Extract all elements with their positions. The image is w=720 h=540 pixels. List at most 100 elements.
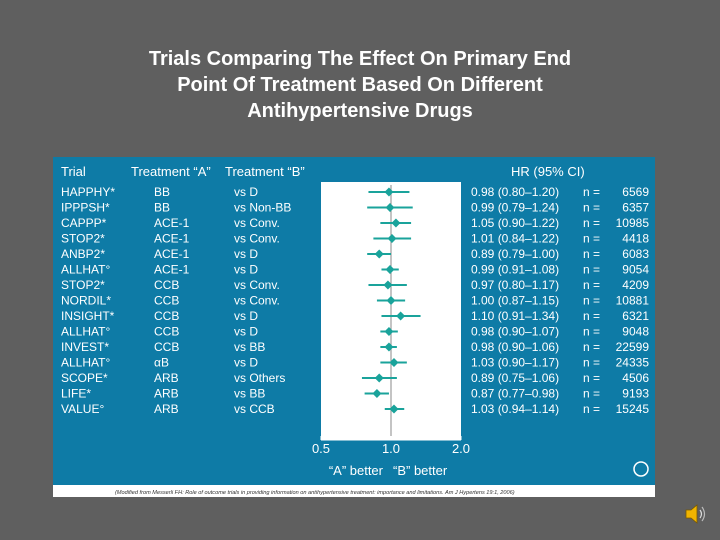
hr-marker <box>387 234 397 243</box>
trial-label: STOP2* <box>61 232 105 246</box>
treatment-b-label: vs BB <box>234 340 265 354</box>
hr-ci-label: 1.01 (0.84–1.22) <box>471 232 559 246</box>
x-tick-label: 1.0 <box>382 441 400 456</box>
treatment-b-label: vs Conv. <box>234 278 280 292</box>
n-value: 4506 <box>622 371 649 385</box>
treatment-b-label: vs CCB <box>234 402 275 416</box>
hr-ci-label: 0.89 (0.79–1.00) <box>471 247 559 261</box>
n-value: 24335 <box>616 356 650 370</box>
trial-label: INVEST* <box>61 340 109 354</box>
trial-label: ALLHAT° <box>61 263 110 277</box>
n-value: 9048 <box>622 325 649 339</box>
n-prefix: n = <box>583 371 600 385</box>
title-line-2: Point Of Treatment Based On Different <box>177 74 543 96</box>
n-value: 6357 <box>622 201 649 215</box>
trial-label: ALLHAT° <box>61 325 110 339</box>
x-label-a-better: “A” better <box>329 463 384 478</box>
hr-marker <box>385 265 395 274</box>
trial-label: STOP2* <box>61 278 105 292</box>
hr-marker <box>391 218 401 228</box>
treatment-b-label: vs Conv. <box>234 294 280 308</box>
header-trial: Trial <box>61 164 86 179</box>
treatment-a-label: ARB <box>154 402 179 416</box>
hr-marker <box>396 311 406 321</box>
n-prefix: n = <box>583 185 600 199</box>
treatment-a-label: CCB <box>154 294 179 308</box>
hr-marker <box>383 280 393 290</box>
n-prefix: n = <box>583 402 600 416</box>
n-value: 22599 <box>616 340 650 354</box>
treatment-a-label: CCB <box>154 309 179 323</box>
x-tick-label: 2.0 <box>452 441 470 456</box>
title-line-3: Antihypertensive Drugs <box>247 100 473 122</box>
hr-ci-label: 1.03 (0.90–1.17) <box>471 356 559 370</box>
publisher-logo-icon <box>633 461 649 477</box>
trial-label: IPPPSH* <box>61 201 110 215</box>
hr-ci-label: 1.10 (0.91–1.34) <box>471 309 559 323</box>
n-prefix: n = <box>583 294 600 308</box>
forest-plot-panel: Trial Treatment “A” Treatment “B” HR (95% C… <box>53 157 655 497</box>
header-treatment-a: Treatment “A” <box>131 164 211 179</box>
n-value: 6321 <box>622 309 649 323</box>
trial-label: INSIGHT* <box>61 309 115 323</box>
n-value: 4418 <box>622 232 649 246</box>
trial-label: LIFE* <box>61 387 91 401</box>
hr-marker <box>372 389 382 398</box>
trial-label: CAPPP* <box>61 216 107 230</box>
hr-marker <box>386 296 396 305</box>
trial-label: NORDIL* <box>61 294 111 308</box>
trial-label: HAPPHY* <box>61 185 115 199</box>
treatment-a-label: BB <box>154 185 170 199</box>
treatment-a-label: ACE-1 <box>154 247 190 261</box>
trial-label: SCOPE* <box>61 371 108 385</box>
n-value: 15245 <box>616 402 650 416</box>
n-value: 9193 <box>622 387 649 401</box>
n-prefix: n = <box>583 356 600 370</box>
hr-marker <box>384 342 394 352</box>
hr-marker <box>374 249 384 259</box>
treatment-b-label: vs D <box>234 247 258 261</box>
hr-ci-label: 0.99 (0.79–1.24) <box>471 201 559 215</box>
x-label-b-better: “B” better <box>393 463 448 478</box>
n-prefix: n = <box>583 278 600 292</box>
treatment-b-label: vs BB <box>234 387 265 401</box>
speaker-icon[interactable] <box>682 500 710 528</box>
treatment-b-label: vs D <box>234 263 258 277</box>
treatment-b-label: vs Conv. <box>234 216 280 230</box>
hr-ci-label: 1.00 (0.87–1.15) <box>471 294 559 308</box>
footnote-strip <box>53 485 655 497</box>
hr-marker <box>389 358 399 367</box>
trial-label: ALLHAT° <box>61 356 110 370</box>
hr-ci-label: 1.03 (0.94–1.14) <box>471 402 559 416</box>
hr-marker <box>384 327 394 336</box>
n-value: 10881 <box>616 294 650 308</box>
header-hr: HR (95% CI) <box>511 164 585 179</box>
n-prefix: n = <box>583 309 600 323</box>
treatment-a-label: ACE-1 <box>154 263 190 277</box>
n-value: 6083 <box>622 247 649 261</box>
slide-title: Trials Comparing The Effect On Primary E… <box>60 46 660 124</box>
hr-marker <box>374 373 384 383</box>
treatment-a-label: CCB <box>154 340 179 354</box>
forest-plot: Trial Treatment “A” Treatment “B” HR (95% C… <box>53 164 655 497</box>
treatment-b-label: vs Others <box>234 371 285 385</box>
trial-label: ANBP2* <box>61 247 105 261</box>
hr-ci-label: 0.98 (0.90–1.06) <box>471 340 559 354</box>
n-value: 4209 <box>622 278 649 292</box>
treatment-a-label: ACE-1 <box>154 232 190 246</box>
hr-marker <box>384 187 394 197</box>
treatment-a-label: CCB <box>154 278 179 292</box>
title-line-1: Trials Comparing The Effect On Primary E… <box>148 48 572 70</box>
treatment-b-label: vs Non-BB <box>234 201 291 215</box>
n-value: 6569 <box>622 185 649 199</box>
hr-ci-label: 0.98 (0.90–1.07) <box>471 325 559 339</box>
hr-ci-label: 1.05 (0.90–1.22) <box>471 216 559 230</box>
n-prefix: n = <box>583 325 600 339</box>
n-value: 9054 <box>622 263 649 277</box>
hr-marker <box>385 203 395 212</box>
treatment-a-label: CCB <box>154 325 179 339</box>
treatment-b-label: vs D <box>234 185 258 199</box>
treatment-b-label: vs D <box>234 356 258 370</box>
treatment-b-label: vs D <box>234 309 258 323</box>
hr-ci-label: 0.87 (0.77–0.98) <box>471 387 559 401</box>
